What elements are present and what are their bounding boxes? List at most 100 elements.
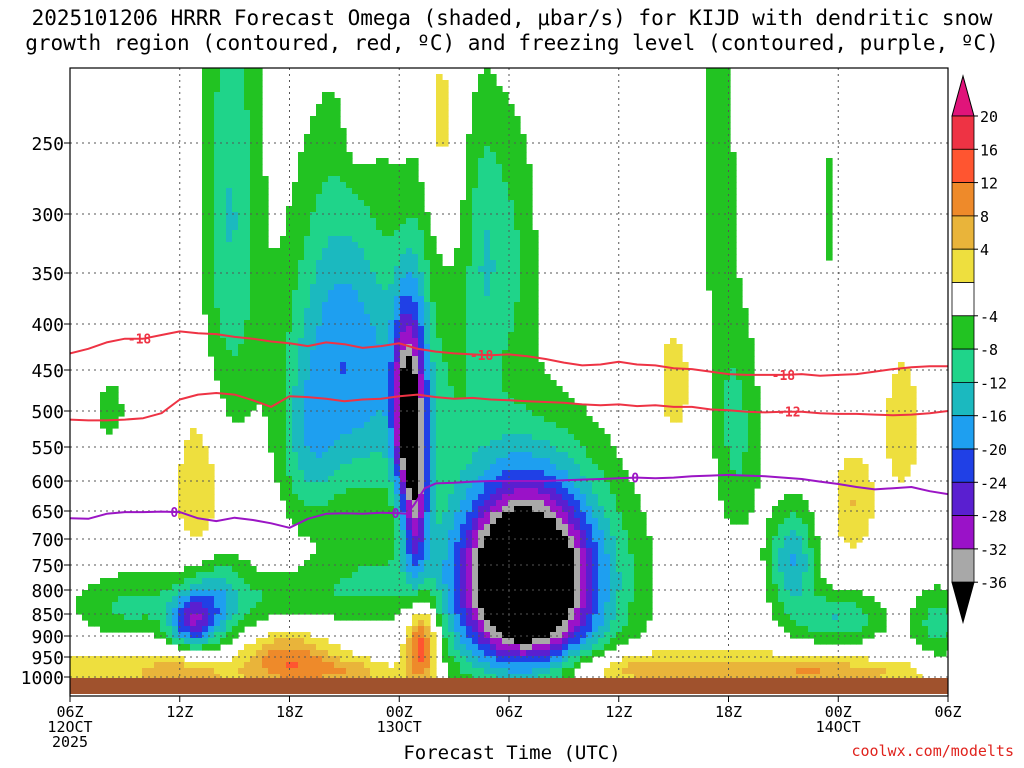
omega-cell	[382, 500, 389, 507]
omega-cell	[208, 512, 215, 519]
omega-cell	[436, 458, 443, 465]
omega-cell	[238, 350, 245, 357]
omega-cell	[190, 488, 197, 495]
omega-cell	[214, 182, 221, 189]
omega-cell	[304, 674, 311, 681]
omega-cell	[424, 284, 431, 291]
omega-cell	[388, 236, 395, 243]
omega-cell	[484, 518, 491, 525]
omega-cell	[208, 242, 215, 249]
omega-cell	[364, 512, 371, 519]
omega-cell	[310, 224, 317, 231]
omega-cell	[376, 380, 383, 387]
omega-cell	[352, 284, 359, 291]
omega-cell	[382, 344, 389, 351]
omega-cell	[328, 416, 335, 423]
omega-cell	[496, 164, 503, 171]
omega-cell	[502, 422, 509, 429]
omega-cell	[406, 674, 413, 681]
omega-cell	[214, 194, 221, 201]
omega-cell	[490, 248, 497, 255]
omega-cell	[364, 278, 371, 285]
omega-cell	[286, 596, 293, 603]
omega-cell	[424, 398, 431, 405]
omega-cell	[442, 320, 449, 327]
omega-cell	[166, 596, 173, 603]
omega-cell	[544, 608, 551, 615]
omega-cell	[322, 266, 329, 273]
omega-cell	[502, 188, 509, 195]
omega-cell	[484, 158, 491, 165]
omega-cell	[250, 308, 257, 315]
omega-cell	[466, 626, 473, 633]
omega-cell	[370, 512, 377, 519]
omega-cell	[400, 338, 407, 345]
omega-cell	[370, 176, 377, 183]
omega-cell	[514, 674, 521, 681]
omega-cell	[442, 500, 449, 507]
omega-cell	[406, 332, 413, 339]
omega-cell	[466, 248, 473, 255]
omega-cell	[490, 152, 497, 159]
omega-cell	[268, 668, 275, 675]
omega-cell	[280, 428, 287, 435]
omega-cell	[262, 392, 269, 399]
omega-cell	[388, 566, 395, 573]
omega-cell	[244, 620, 251, 627]
omega-cell	[358, 176, 365, 183]
omega-cell	[412, 638, 419, 645]
omega-cell	[184, 662, 191, 669]
omega-cell	[544, 392, 551, 399]
omega-cell	[448, 428, 455, 435]
omega-cell	[388, 206, 395, 213]
omega-cell	[430, 392, 437, 399]
omega-cell	[520, 326, 527, 333]
omega-cell	[76, 662, 83, 669]
omega-cell	[340, 314, 347, 321]
omega-cell	[472, 314, 479, 321]
omega-cell	[346, 608, 353, 615]
omega-cell	[370, 332, 377, 339]
omega-cell	[244, 356, 251, 363]
omega-cell	[526, 272, 533, 279]
omega-cell	[484, 608, 491, 615]
omega-cell	[316, 542, 323, 549]
omega-cell	[280, 668, 287, 675]
omega-cell	[412, 176, 419, 183]
omega-cell	[490, 122, 497, 129]
omega-cell	[82, 662, 89, 669]
omega-cell	[400, 452, 407, 459]
omega-cell	[202, 212, 209, 219]
omega-cell	[448, 542, 455, 549]
omega-cell	[400, 470, 407, 477]
omega-cell	[346, 194, 353, 201]
omega-cell	[232, 158, 239, 165]
omega-cell	[220, 308, 227, 315]
omega-cell	[520, 374, 527, 381]
omega-cell	[256, 68, 263, 75]
omega-cell	[526, 392, 533, 399]
omega-cell	[508, 332, 515, 339]
omega-cell	[448, 512, 455, 519]
omega-cell	[256, 308, 263, 315]
omega-cell	[238, 590, 245, 597]
omega-cell	[250, 602, 257, 609]
omega-cell	[460, 644, 467, 651]
omega-cell	[412, 464, 419, 471]
omega-cell	[448, 662, 455, 669]
omega-cell	[214, 140, 221, 147]
omega-cell	[184, 500, 191, 507]
omega-cell	[340, 410, 347, 417]
omega-cell	[304, 470, 311, 477]
omega-cell	[364, 584, 371, 591]
omega-cell	[442, 332, 449, 339]
omega-cell	[118, 620, 125, 627]
omega-cell	[298, 500, 305, 507]
omega-cell	[544, 482, 551, 489]
omega-cell	[358, 374, 365, 381]
omega-cell	[376, 260, 383, 267]
omega-cell	[202, 476, 209, 483]
omega-cell	[358, 308, 365, 315]
omega-cell	[298, 326, 305, 333]
omega-cell	[202, 674, 209, 681]
